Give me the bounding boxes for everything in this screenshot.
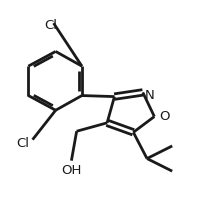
Text: N: N — [145, 89, 155, 102]
Text: O: O — [160, 110, 170, 123]
Text: Cl: Cl — [16, 137, 29, 150]
Text: OH: OH — [61, 164, 82, 177]
Text: Cl: Cl — [44, 19, 57, 32]
